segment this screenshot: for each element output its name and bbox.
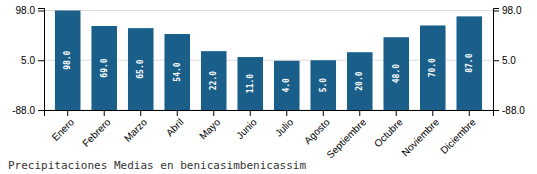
x-tick-label: Abril	[164, 116, 186, 138]
x-tick-label: Agosto	[302, 116, 332, 146]
bar	[456, 16, 482, 110]
y-tick-mark	[493, 10, 499, 11]
x-tick: Marzo	[122, 110, 150, 144]
bars	[55, 10, 482, 110]
x-tick-label: Junio	[234, 116, 259, 141]
x-tick-label: Diciembre	[438, 116, 478, 156]
x-axis-line	[45, 111, 494, 117]
y-right-axis-line	[494, 9, 500, 111]
x-tick-mark	[432, 110, 433, 116]
x-tick-label: Octubre	[372, 116, 405, 149]
x-tick-mark	[396, 110, 397, 116]
data-label: 98.0	[63, 50, 72, 69]
y-left-axis: -88.0 5.0 98.0	[12, 5, 44, 116]
plot: -88.0 5.0 98.0 -88.0 5.0 98.0 EneroFebrero Marz…	[12, 5, 525, 160]
y-tick-mark	[38, 110, 44, 111]
bar	[420, 25, 446, 110]
bar	[274, 61, 300, 110]
x-tick-mark	[104, 110, 105, 116]
y-tick: 98.0	[16, 5, 44, 16]
bar	[310, 60, 336, 110]
x-tick: Mayo	[197, 110, 222, 141]
y-tick: 5.0	[21, 55, 44, 66]
x-tick-label: Enero	[50, 116, 77, 143]
x-tick-mark	[213, 110, 214, 116]
data-label: 70.0	[428, 58, 437, 77]
x-tick-label: Marzo	[122, 116, 150, 144]
x-tick-mark	[67, 110, 68, 116]
x-tick: Septiembre	[324, 110, 368, 160]
x-tick: Abril	[164, 110, 186, 138]
bar	[91, 26, 117, 110]
x-tick: Diciembre	[438, 110, 478, 156]
y-tick: 98.0	[493, 5, 522, 16]
x-tick: Agosto	[302, 110, 332, 146]
x-tick-mark	[140, 110, 141, 116]
y-left-axis-line	[38, 9, 45, 111]
data-label: 48.0	[392, 64, 401, 83]
x-tick: Junio	[234, 110, 259, 141]
x-tick-label: Febrero	[80, 116, 113, 149]
x-axis: EneroFebrero Marzo Abril Mayo Junio Julio Agos…	[45, 110, 494, 160]
data-label: 54.0	[173, 62, 182, 81]
x-tick-mark	[359, 110, 360, 116]
grid	[44, 10, 493, 110]
x-tick-mark	[286, 110, 287, 116]
x-tick-label: Mayo	[197, 116, 222, 141]
data-label: 65.0	[136, 59, 145, 78]
x-tick: Noviembre	[399, 110, 441, 158]
y-tick-mark	[38, 10, 44, 11]
data-label: 20.0	[355, 71, 364, 90]
y-tick: -88.0	[493, 105, 525, 116]
y-tick-label: 98.0	[16, 5, 36, 16]
x-tick-label: Septiembre	[324, 116, 368, 160]
data-label: 22.0	[209, 71, 218, 90]
data-labels: 98.0 69.0 65.0 54.0 22.0 11.0 4.0 5.0 20.0 48.0 70…	[63, 50, 474, 93]
x-tick: Febrero	[80, 110, 113, 149]
bar	[164, 34, 190, 110]
bar	[55, 10, 81, 110]
x-tick-mark	[177, 110, 178, 116]
x-tick-mark	[323, 110, 324, 116]
x-tick-label: Julio	[273, 116, 296, 139]
x-tick-label: Noviembre	[399, 116, 441, 158]
bar	[383, 37, 409, 110]
bar	[128, 28, 154, 110]
y-tick-label: -88.0	[12, 105, 35, 116]
chart: -88.0 5.0 98.0 -88.0 5.0 98.0 EneroFebrero Marz…	[0, 0, 537, 174]
y-tick-mark	[38, 60, 44, 61]
y-tick-label: -88.0	[502, 105, 525, 116]
y-tick: -88.0	[12, 105, 44, 116]
title: Precipitaciones Medias en benicasimbenic…	[8, 159, 306, 172]
y-tick-label: 5.0	[502, 55, 516, 66]
data-label: 87.0	[465, 53, 474, 72]
grid-line	[44, 10, 493, 11]
bar	[201, 51, 227, 110]
data-label: 69.0	[100, 58, 109, 77]
y-tick-label: 5.0	[21, 55, 35, 66]
x-tick: Enero	[50, 110, 77, 143]
y-right-axis: -88.0 5.0 98.0	[493, 5, 525, 116]
bar	[347, 52, 373, 110]
y-tick-mark	[493, 60, 499, 61]
x-tick-mark	[469, 110, 470, 116]
x-tick: Julio	[273, 110, 296, 139]
y-tick-label: 98.0	[502, 5, 522, 16]
data-label: 11.0	[246, 74, 255, 93]
x-tick: Octubre	[372, 110, 405, 149]
bar	[237, 57, 263, 110]
x-tick-mark	[250, 110, 251, 116]
y-tick: 5.0	[493, 55, 516, 66]
data-label: 4.0	[282, 78, 291, 93]
data-label: 5.0	[319, 78, 328, 93]
